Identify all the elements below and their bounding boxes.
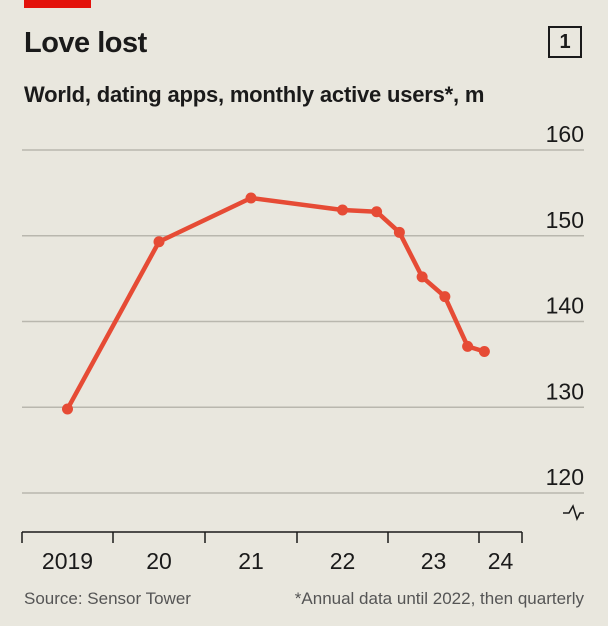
y-tick-label: 150 <box>546 207 584 233</box>
data-point <box>153 236 165 248</box>
data-point <box>416 271 428 283</box>
data-point <box>439 291 451 303</box>
x-tick-label: 24 <box>488 548 514 574</box>
y-tick-label: 130 <box>546 378 584 404</box>
axis-break-icon <box>563 504 584 522</box>
x-tick-label: 20 <box>146 548 172 574</box>
data-point <box>62 403 73 415</box>
x-tick-label: 23 <box>421 548 447 574</box>
data-point <box>371 206 383 218</box>
source-note: Source: Sensor Tower <box>24 589 191 608</box>
chart-number-badge: 1 <box>548 26 582 58</box>
x-tick-label: 21 <box>238 548 264 574</box>
brand-tag <box>24 0 91 8</box>
chart-title: Love lost <box>24 27 147 59</box>
data-point <box>478 346 490 358</box>
x-tick-label: 22 <box>330 548 356 574</box>
y-tick-label: 160 <box>546 121 584 147</box>
data-point <box>337 204 348 216</box>
chart-subtitle: World, dating apps, monthly active users… <box>24 82 485 107</box>
data-point <box>393 226 405 238</box>
series-line <box>65 195 487 412</box>
y-tick-label: 140 <box>546 293 584 319</box>
data-point <box>462 340 474 352</box>
footnote: *Annual data until 2022, then quarterly <box>294 589 584 608</box>
y-tick-label: 120 <box>546 464 584 490</box>
data-point <box>245 192 257 204</box>
x-tick-label: 2019 <box>42 548 93 574</box>
